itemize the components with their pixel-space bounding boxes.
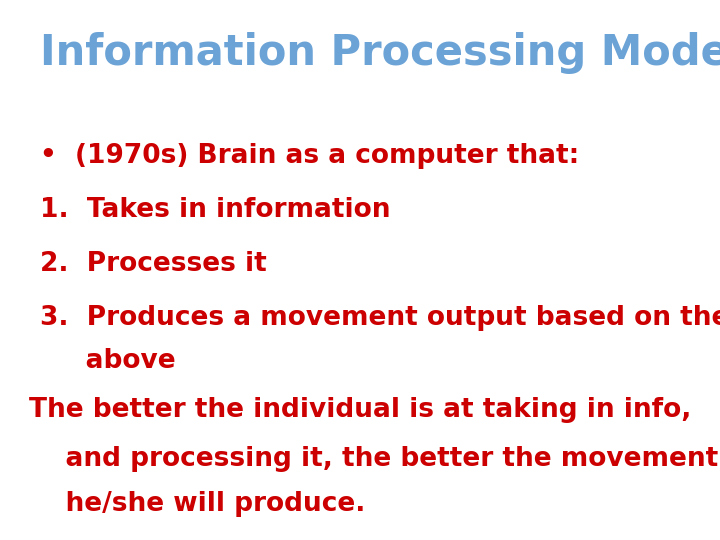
Text: 2.  Processes it: 2. Processes it — [40, 251, 266, 277]
Text: 3.  Produces a movement output based on the: 3. Produces a movement output based on t… — [40, 305, 720, 331]
Text: he/she will produce.: he/she will produce. — [29, 491, 365, 517]
Text: 1.  Takes in information: 1. Takes in information — [40, 197, 390, 223]
Text: The better the individual is at taking in info,: The better the individual is at taking i… — [29, 397, 691, 423]
Text: Information Processing Model: Information Processing Model — [40, 32, 720, 75]
Text: above: above — [40, 348, 175, 374]
Text: •  (1970s) Brain as a computer that:: • (1970s) Brain as a computer that: — [40, 143, 579, 169]
Text: and processing it, the better the movement: and processing it, the better the moveme… — [29, 446, 718, 471]
